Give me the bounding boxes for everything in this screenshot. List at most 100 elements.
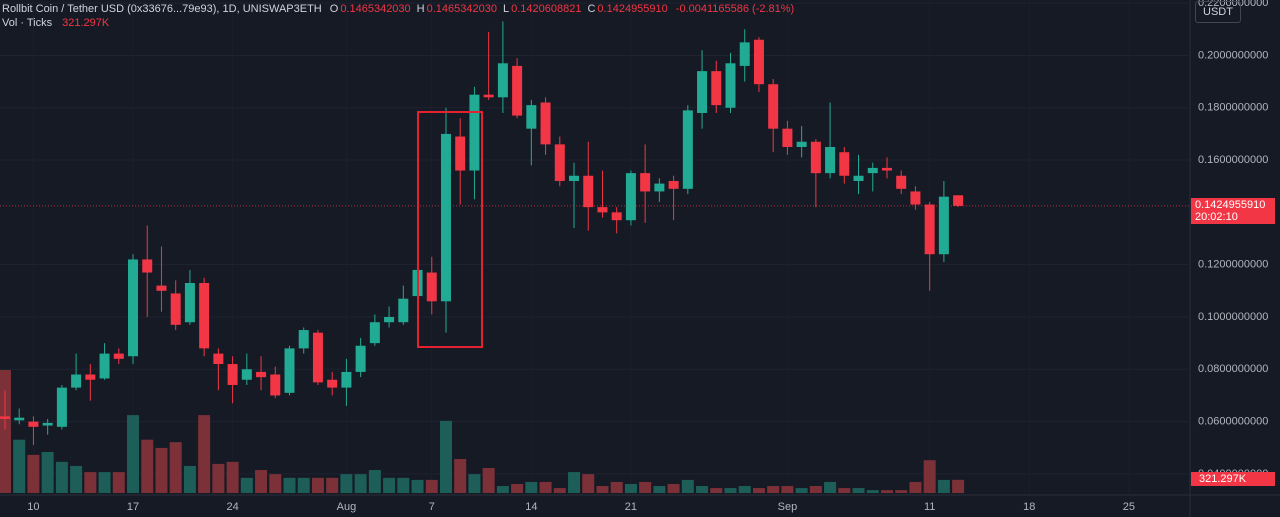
y-tick-label: 0.1800000000 — [1198, 102, 1268, 114]
volume-bar — [425, 479, 438, 493]
candles — [0, 21, 964, 446]
candle-body — [113, 353, 124, 359]
candle-body — [142, 259, 153, 273]
volume-bar — [84, 472, 97, 493]
candle-body — [0, 416, 10, 419]
volume-bar — [752, 488, 765, 493]
candle-body — [668, 180, 679, 189]
currency-button[interactable]: USDT — [1195, 1, 1241, 23]
candle-body — [184, 282, 195, 323]
volume-bar — [781, 486, 794, 493]
candle-body — [938, 196, 949, 255]
volume-tag: 321.297K — [1191, 471, 1275, 486]
volume-bar — [340, 474, 353, 493]
candle-body — [369, 322, 380, 344]
candle-body — [625, 173, 636, 221]
candle-body — [227, 364, 238, 385]
volume-bar — [311, 477, 324, 493]
candle-body — [910, 191, 921, 205]
volume-bar — [681, 479, 694, 493]
candle-body — [327, 379, 338, 388]
volume-bar — [112, 472, 125, 493]
candle-body — [256, 371, 267, 378]
candle-body — [540, 102, 551, 145]
volume-bar — [809, 486, 822, 493]
candle-body — [483, 94, 494, 98]
volume-bar — [269, 474, 282, 493]
y-tick-label: 0.2000000000 — [1198, 49, 1268, 61]
candle-body — [28, 421, 39, 427]
y-tick-label: 0.0600000000 — [1198, 416, 1268, 428]
candle-body — [867, 167, 878, 174]
candle-body — [782, 128, 793, 147]
volume-bar — [568, 472, 581, 493]
candle-body — [71, 374, 82, 388]
candle-body — [170, 293, 181, 325]
candle-body — [611, 212, 622, 221]
candle-body — [839, 152, 850, 176]
legend-header: Rollbit Coin / Tether USD (0x33676...79e… — [2, 3, 798, 15]
candle-body — [526, 105, 537, 129]
candle-body — [697, 71, 708, 113]
candle-body — [455, 136, 466, 171]
candle-body — [711, 71, 722, 106]
last-price-tag: 0.1424955910 20:02:10 — [1191, 197, 1275, 224]
volume-bar — [738, 486, 751, 493]
volume-bar — [511, 483, 524, 493]
candle-body — [213, 353, 224, 365]
x-tick-label: 14 — [525, 501, 537, 513]
candle-body — [270, 374, 281, 396]
x-tick-label: 11 — [924, 501, 935, 513]
volume-bar — [468, 474, 481, 493]
candle-body — [355, 345, 366, 372]
volume-bar — [767, 486, 780, 493]
volume-bar — [880, 490, 893, 493]
volume-bar — [824, 481, 837, 493]
last-price: 0.1424955910 — [1195, 198, 1266, 211]
volume-bar — [696, 486, 709, 493]
ohlc-key: H — [416, 3, 425, 15]
candle-body — [796, 141, 807, 147]
volume-bar — [368, 470, 381, 493]
x-tick-label: 18 — [1023, 501, 1035, 513]
volume-bar — [240, 477, 253, 493]
candle-body — [42, 422, 53, 426]
volume-bar — [155, 447, 168, 493]
ohlc-key: O — [329, 3, 339, 15]
volume-bar — [198, 415, 211, 493]
volume-bar — [852, 488, 865, 493]
volume-bar — [496, 486, 509, 493]
candle-body — [583, 175, 594, 208]
x-tick-label: 7 — [429, 501, 435, 513]
volume-bar — [710, 488, 723, 493]
volume-bar — [0, 370, 11, 493]
y-tick-label: 0.1000000000 — [1198, 311, 1268, 323]
candle-body — [953, 195, 964, 206]
volume-bar — [13, 439, 26, 493]
volume-legend: Vol · Ticks 321.297K — [2, 17, 113, 29]
volume-bar — [909, 481, 922, 493]
volume-bar — [27, 454, 40, 493]
volume-bar — [624, 483, 637, 493]
x-tick-label: Aug — [337, 501, 357, 513]
volume-bar — [596, 486, 609, 493]
candle-body — [469, 94, 480, 171]
candle-body — [312, 332, 323, 383]
volume-bar — [127, 415, 140, 493]
candle-body — [440, 133, 451, 302]
volume-bar — [610, 481, 623, 493]
candle-body — [199, 282, 210, 349]
candle-body — [753, 39, 764, 85]
volume-bar — [255, 470, 268, 493]
countdown: 20:02:10 — [1195, 210, 1238, 223]
grid — [0, 2, 1190, 475]
volume-bar — [283, 477, 296, 493]
volume-bar — [553, 488, 566, 493]
volume-bar — [212, 463, 225, 493]
x-tick-label: 21 — [625, 501, 637, 513]
volume-bar — [525, 481, 538, 493]
candle-body — [341, 371, 352, 388]
volume-bar — [895, 490, 908, 493]
volume-pane — [0, 370, 965, 493]
volume-bar — [226, 461, 239, 493]
